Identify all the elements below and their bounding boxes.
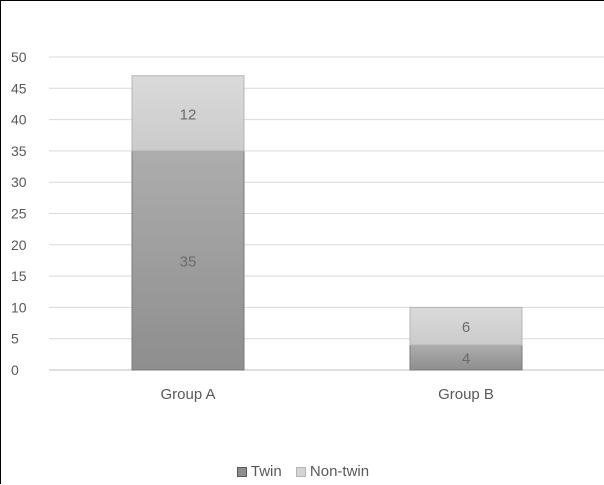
bar-non-twin xyxy=(131,75,245,152)
data-label-twin: 35 xyxy=(180,253,197,270)
legend-swatch-non-twin xyxy=(295,466,306,477)
bars: 35 12 4 6 xyxy=(131,75,523,371)
y-tick-label: 0 xyxy=(11,362,19,378)
legend-item-twin: Twin xyxy=(236,463,282,480)
y-tick-label: 30 xyxy=(11,174,27,190)
y-tick-label: 40 xyxy=(11,112,27,128)
x-tick-label: Group A xyxy=(160,386,215,403)
y-tick-label: 10 xyxy=(11,299,27,315)
bar-non-twin xyxy=(409,306,523,346)
y-tick-label: 45 xyxy=(11,80,27,96)
data-label-non-twin: 6 xyxy=(462,319,470,336)
data-label-non-twin: 12 xyxy=(180,106,197,123)
legend-label-twin: Twin xyxy=(250,463,282,480)
y-tick-label: 35 xyxy=(11,143,27,159)
y-tick-label: 15 xyxy=(11,268,27,284)
y-tick-label: 25 xyxy=(11,206,27,222)
y-tick-label: 50 xyxy=(11,49,27,65)
bar-twin xyxy=(131,150,245,371)
legend-label-non-twin: Non-twin xyxy=(309,463,370,480)
bar-twin xyxy=(409,344,523,371)
x-axis-ticks: Group A Group B xyxy=(160,386,493,403)
y-tick-label: 20 xyxy=(11,237,27,253)
data-label-twin: 4 xyxy=(462,350,470,367)
y-axis-ticks: 0 5 10 15 20 25 30 35 40 45 50 xyxy=(11,49,27,378)
legend: Twin Non-twin xyxy=(1,463,604,481)
legend-item-non-twin: Non-twin xyxy=(295,463,370,480)
legend-swatch-twin xyxy=(236,466,247,477)
x-tick-label: Group B xyxy=(438,386,494,403)
y-tick-label: 5 xyxy=(11,331,19,347)
